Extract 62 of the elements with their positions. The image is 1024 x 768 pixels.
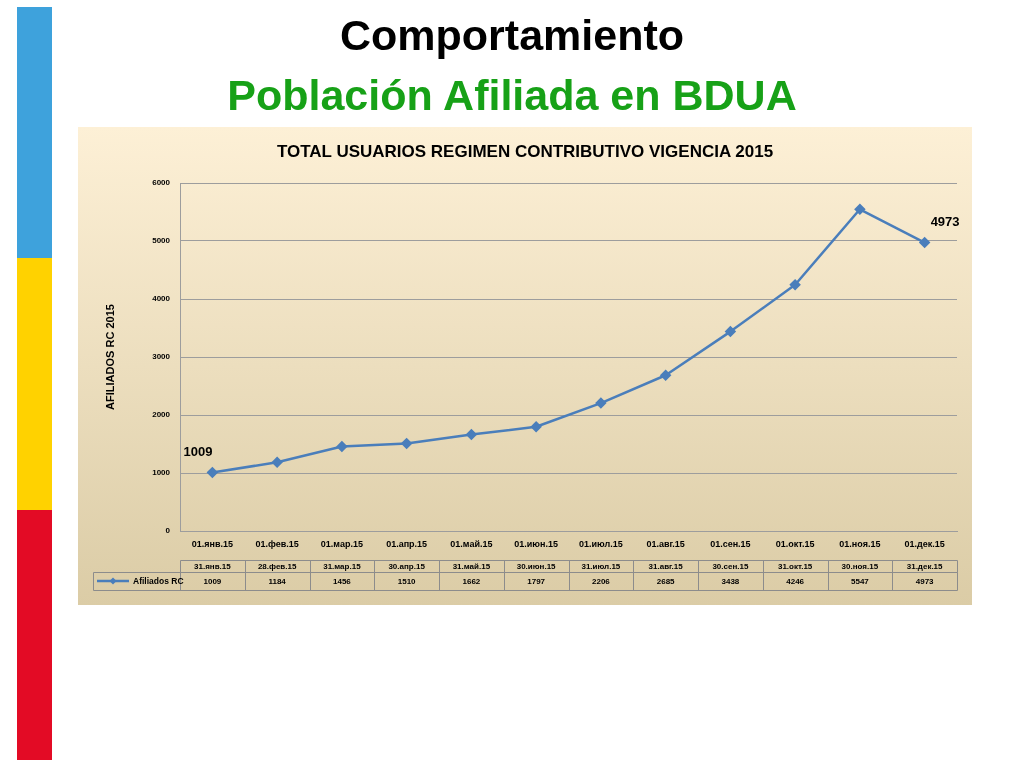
point bbox=[854, 204, 866, 215]
chart-subtitle: Población Afiliada en BDUA bbox=[226, 70, 798, 120]
x-tick-label: 01.авг.15 bbox=[646, 538, 685, 549]
text: 30.июн.15 bbox=[516, 561, 557, 571]
point bbox=[401, 438, 412, 449]
y-axis-title: AFILIADOS RC 2015 bbox=[103, 304, 116, 410]
data-label: 1797 bbox=[527, 576, 546, 586]
text: 31.май.15 bbox=[452, 561, 491, 571]
data-label: 2206 bbox=[591, 576, 611, 586]
point bbox=[336, 441, 348, 452]
x-tick-label: 01.мар.15 bbox=[320, 538, 363, 549]
point bbox=[725, 326, 736, 337]
y-tick-label: 5000 bbox=[152, 236, 171, 246]
x-tick-label: 01.фев.15 bbox=[255, 538, 299, 549]
x-tick-label: 01.ноя.15 bbox=[839, 538, 881, 549]
data-label: 3438 bbox=[721, 576, 740, 586]
y-tick-label: 3000 bbox=[152, 352, 171, 362]
text: 31.авг.15 bbox=[648, 561, 684, 571]
x-tick-label: 01.июл.15 bbox=[579, 538, 623, 549]
point bbox=[207, 467, 218, 478]
data-label: 2685 bbox=[656, 576, 676, 586]
x-tick-label: 01.сен.15 bbox=[710, 538, 751, 549]
point bbox=[919, 237, 930, 248]
annotation: 4973 bbox=[930, 214, 960, 230]
annotation: 1009 bbox=[183, 444, 213, 460]
y-tick-label: 0 bbox=[165, 526, 171, 536]
text: 31.мар.15 bbox=[323, 561, 362, 571]
x-tick-label: 01.май.15 bbox=[450, 538, 493, 549]
x-tick-label: 01.окт.15 bbox=[775, 538, 815, 549]
data-label: 1009 bbox=[203, 576, 222, 586]
y-tick-label: 4000 bbox=[152, 294, 171, 304]
point bbox=[530, 421, 542, 433]
text: 30.ноя.15 bbox=[841, 561, 879, 571]
text: 31.дек.15 bbox=[906, 561, 944, 571]
x-tick-label: 01.июн.15 bbox=[514, 538, 558, 549]
text: TOTAL USUARIOS REGIMEN CONTRIBUTIVO VIGENCIA 2015 bbox=[276, 141, 774, 161]
x-tick-label: 01.апр.15 bbox=[386, 538, 428, 549]
point bbox=[271, 457, 283, 468]
point bbox=[466, 429, 477, 440]
text: 28.фев.15 bbox=[257, 561, 297, 571]
data-label: 4973 bbox=[915, 576, 935, 586]
legend-label: Afiliados RC bbox=[133, 575, 184, 586]
data-label: 1456 bbox=[332, 576, 352, 586]
y-tick-label: 1000 bbox=[152, 468, 171, 478]
point bbox=[595, 397, 607, 409]
y-tick-label: 6000 bbox=[152, 178, 171, 188]
text: 30.сен.15 bbox=[712, 561, 749, 571]
text: 31.июл.15 bbox=[581, 561, 621, 571]
y-tick-label: 2000 bbox=[152, 410, 171, 420]
chart-title: Comportamiento bbox=[339, 10, 685, 60]
data-label: 5547 bbox=[850, 576, 870, 586]
data-label: 1510 bbox=[397, 576, 417, 586]
text: 31.янв.15 bbox=[194, 561, 232, 571]
text: 31.окт.15 bbox=[777, 561, 813, 571]
data-label: 4246 bbox=[786, 576, 805, 586]
data-label: 1184 bbox=[268, 576, 287, 586]
point bbox=[789, 279, 801, 290]
data-label: 1662 bbox=[462, 576, 481, 586]
x-tick-label: 01.янв.15 bbox=[191, 538, 233, 549]
text: 30.апр.15 bbox=[388, 561, 426, 571]
x-tick-label: 01.дек.15 bbox=[904, 538, 945, 549]
point bbox=[660, 370, 671, 381]
